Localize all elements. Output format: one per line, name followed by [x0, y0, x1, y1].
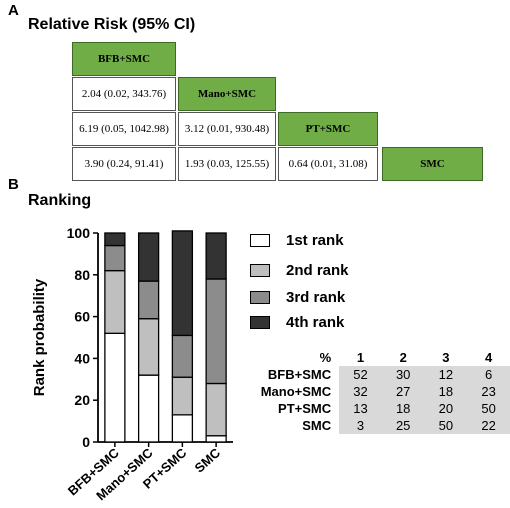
table-cell: 23 [467, 383, 510, 400]
bar-segment [137, 318, 160, 376]
y-axis-label: Rank probability [31, 278, 48, 396]
legend-swatch-4th-rank [250, 316, 270, 329]
table-cell: 50 [424, 417, 468, 434]
panel-b-title: Ranking [28, 192, 92, 209]
y-tick-label: 60 [74, 309, 90, 325]
table-row: SMC 3 25 50 22 [250, 417, 510, 434]
y-tick-label: 80 [74, 267, 90, 283]
bar-segment [205, 232, 227, 280]
table-cell: 18 [381, 400, 425, 417]
table-row: Mano+SMC 32 27 18 23 [250, 383, 510, 400]
table-cell: 50 [467, 400, 510, 417]
panel-a-title: Relative Risk (95% CI) [28, 16, 196, 33]
legend-item-4th-rank: 4th rank [250, 314, 344, 331]
y-tick-label: 0 [82, 434, 90, 450]
rr-cell-pt-vs-mano: 3.12 (0.01, 930.48) [178, 112, 276, 146]
table-row-label: Mano+SMC [260, 384, 332, 399]
rr-cell-smc-vs-pt: 0.64 (0.01, 31.08) [278, 147, 378, 181]
treatment-cell-mano-smc: Mano+SMC [178, 77, 276, 111]
table-cell: 22 [467, 417, 510, 434]
table-cell: 27 [381, 383, 425, 400]
table-cell: 6 [467, 366, 510, 383]
rank-probability-table: % 1 2 3 4 BFB+SMC 52 30 12 6 Mano+SMC 32… [250, 349, 510, 434]
bar-segment [137, 374, 160, 443]
legend-label-2nd-rank: 2nd rank [286, 262, 349, 279]
bar-segment [205, 435, 227, 443]
table-cell: 30 [381, 366, 425, 383]
panel-a-letter: A [8, 2, 19, 19]
panel-b-letter: B [8, 176, 19, 193]
bar-segment [104, 244, 126, 272]
legend-item-3rd-rank: 3rd rank [250, 289, 345, 306]
table-header-rank-4: 4 [485, 350, 493, 365]
table-cell: 12 [424, 366, 468, 383]
table-row: PT+SMC 13 18 20 50 [250, 400, 510, 417]
treatment-cell-pt-smc: PT+SMC [278, 112, 378, 146]
table-cell: 52 [339, 366, 382, 383]
bar-segment [137, 232, 160, 282]
treatment-cell-bfb-smc: BFB+SMC [72, 42, 176, 76]
treatment-cell-smc: SMC [382, 147, 483, 181]
legend-item-2nd-rank: 2nd rank [250, 262, 349, 279]
bar-segment [171, 414, 194, 443]
bar-segment [205, 382, 227, 437]
table-header-rank-3: 3 [442, 350, 450, 365]
y-tick-label: 20 [74, 392, 90, 408]
table-row: BFB+SMC 52 30 12 6 [250, 366, 510, 383]
y-tick-label: 40 [74, 350, 90, 366]
bar-segment [171, 376, 194, 416]
table-header-rank-1: 1 [356, 350, 365, 365]
bar-segment [171, 334, 194, 378]
x-tick-label: SMC [192, 445, 224, 476]
legend-swatch-2nd-rank [250, 264, 270, 277]
bar-segment [104, 332, 126, 443]
table-cell: 20 [424, 400, 468, 417]
legend-swatch-3rd-rank [250, 291, 270, 304]
legend-item-1st-rank: 1st rank [250, 232, 344, 249]
table-header-row: % 1 2 3 4 [250, 349, 510, 366]
table-cell: 25 [381, 417, 425, 434]
table-row-label: BFB+SMC [267, 367, 332, 382]
bar-segment [104, 269, 126, 334]
rr-cell-mano-vs-bfb: 2.04 (0.02, 343.76) [72, 77, 176, 111]
table-cell: 18 [424, 383, 468, 400]
legend-label-1st-rank: 1st rank [286, 232, 344, 249]
bar-segment [104, 232, 126, 247]
y-tick-label: 100 [67, 225, 91, 241]
rr-cell-pt-vs-bfb: 6.19 (0.05, 1042.98) [72, 112, 176, 146]
table-row-label: PT+SMC [278, 401, 332, 416]
table-cell: 13 [339, 400, 382, 417]
rr-cell-smc-vs-mano: 1.93 (0.03, 125.55) [178, 147, 276, 181]
table-cell: 3 [339, 417, 382, 434]
table-row-label: SMC [302, 418, 332, 433]
table-cell: 32 [339, 383, 382, 400]
bar-segment [137, 280, 160, 320]
legend-label-3rd-rank: 3rd rank [286, 289, 346, 306]
table-corner-percent: % [319, 350, 332, 365]
bar-segment [205, 278, 227, 385]
table-header-rank-2: 2 [399, 350, 407, 365]
legend-label-4th-rank: 4th rank [286, 314, 345, 331]
rr-cell-smc-vs-bfb: 3.90 (0.24, 91.41) [72, 147, 176, 181]
legend-swatch-1st-rank [250, 234, 270, 247]
bar-segment [171, 230, 194, 337]
